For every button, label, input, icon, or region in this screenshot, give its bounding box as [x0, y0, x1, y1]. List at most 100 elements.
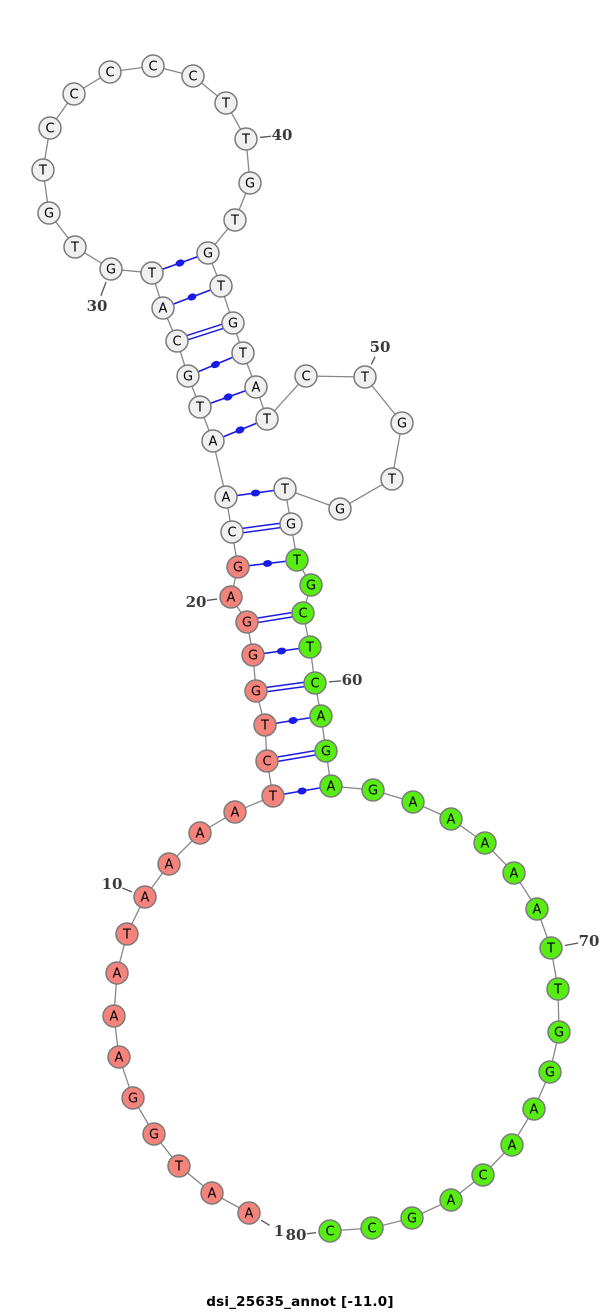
position-number-label: 30: [87, 297, 108, 315]
nucleotide-base-letter: C: [148, 60, 157, 75]
nucleotide-base-letter: A: [208, 1187, 217, 1202]
nucleotide-circle: [522, 1097, 546, 1121]
nucleotide-circle: [244, 375, 268, 399]
position-number-label: 70: [579, 932, 600, 950]
nucleotide-base-letter: A: [447, 813, 456, 828]
nucleotide-circle: [38, 116, 62, 140]
nucleotide-circle: [401, 790, 425, 814]
nucleotide-base-letter: C: [188, 70, 197, 85]
nucleotide-base-letter: G: [233, 561, 243, 576]
nucleotide-base-letter: T: [122, 928, 131, 943]
position-number-label: 80: [286, 1226, 307, 1244]
nucleotide-circle: [380, 467, 404, 491]
nucleotide-circle: [318, 1219, 342, 1243]
nucleotide-base-letter: G: [286, 518, 296, 533]
nucleotide-circle: [500, 1133, 524, 1157]
nucleotide-circle: [181, 64, 205, 88]
nucleotide-base-letter: G: [368, 784, 378, 799]
nucleotide-base-letter: T: [221, 97, 230, 112]
nucleotide-base-letter: G: [321, 745, 331, 760]
nucleotide-circle: [99, 257, 123, 281]
nucleotide-base-letter: C: [172, 335, 181, 350]
position-tick: [121, 887, 133, 893]
nucleotide-circle: [151, 296, 175, 320]
nucleotide-circle: [176, 364, 200, 388]
nucleotide-circle: [157, 852, 181, 876]
nucleotide-base-letter: G: [228, 317, 238, 332]
nucleotide-base-letter: G: [183, 370, 193, 385]
position-tick: [260, 1219, 270, 1226]
nucleotide-base-letter: A: [245, 1207, 254, 1222]
nucleotide-base-letter: G: [397, 417, 407, 432]
nucleotide-circle: [141, 54, 165, 78]
nucleotide-base-letter: G: [545, 1066, 555, 1081]
nucleotide-base-letter: G: [335, 503, 345, 518]
nucleotide-circle: [223, 800, 247, 824]
nucleotide-circle: [107, 1045, 131, 1069]
nucleotide-base-letter: A: [317, 710, 326, 725]
nucleotide-circle: [319, 774, 343, 798]
nucleotide-base-letter: A: [159, 302, 168, 317]
pair-dot: [297, 787, 307, 795]
nucleotide-circle: [105, 961, 129, 985]
position-number-label: 20: [186, 593, 207, 611]
nucleotide-circle: [237, 1201, 261, 1225]
position-number-label: 40: [272, 126, 293, 144]
nucleotide-base-letter: G: [248, 649, 258, 664]
nucleotide-circle: [133, 885, 157, 909]
position-number-label: 50: [370, 338, 391, 356]
nucleotide-circle: [102, 1004, 126, 1028]
nucleotide-base-letter: T: [174, 1160, 183, 1175]
nucleotide-base-letter: A: [508, 1139, 517, 1154]
nucleotide-base-letter: A: [252, 381, 261, 396]
nucleotide-base-letter: C: [310, 677, 319, 692]
pair-dot: [175, 259, 185, 267]
pair-dot: [211, 360, 220, 369]
position-tick: [306, 1231, 317, 1235]
nucleotide-circle: [279, 512, 303, 536]
nucleotide-circle: [294, 364, 318, 388]
nucleotide-base-letter: T: [260, 719, 269, 734]
nucleotide-circle: [201, 429, 225, 453]
nucleotide-base-letter: A: [510, 867, 519, 882]
nucleotide-base-letter: T: [546, 942, 555, 957]
position-tick: [370, 356, 376, 365]
nucleotide-base-letter: G: [203, 247, 213, 262]
nucleotide-base-letter: T: [387, 473, 396, 488]
nucleotide-circle: [328, 497, 352, 521]
nucleotide-circle: [361, 778, 385, 802]
nucleotide-circle: [538, 1060, 562, 1084]
position-tick: [259, 135, 272, 139]
nucleotide-circle: [255, 749, 279, 773]
nucleotide-base-letter: C: [262, 755, 271, 770]
pair-dot: [235, 426, 245, 434]
nucleotide-base-letter: G: [44, 207, 54, 222]
nucleotide-circle: [37, 201, 61, 225]
pair-dot: [250, 489, 261, 497]
nucleotide-base-letter: C: [478, 1169, 487, 1184]
nucleotide-circle: [142, 1122, 166, 1146]
nucleotide-circle: [303, 671, 327, 695]
nucleotide-base-letter: A: [141, 891, 150, 906]
nucleotide-base-letter: G: [242, 616, 252, 631]
nucleotide-base-letter: G: [251, 685, 261, 700]
nucleotide-circle: [121, 1086, 145, 1110]
nucleotide-base-letter: G: [149, 1128, 159, 1143]
pair-dot: [276, 647, 287, 655]
nucleotide-circle: [231, 341, 255, 365]
nucleotide-base-letter: C: [301, 370, 310, 385]
nucleotide-circle: [219, 585, 243, 609]
nucleotide-base-letter: T: [38, 164, 47, 179]
nucleotide-base-letter: A: [196, 827, 205, 842]
nucleotide-circle: [471, 1163, 495, 1187]
nucleotide-base-letter: T: [147, 267, 156, 282]
nucleotide-base-letter: G: [554, 1026, 564, 1041]
nucleotide-circle: [546, 977, 570, 1001]
nucleotide-base-letter: T: [360, 371, 369, 386]
nucleotide-base-letter: T: [268, 790, 277, 805]
nucleotide-base-letter: T: [262, 413, 271, 428]
nucleotide-circle: [502, 861, 526, 885]
pair-dot: [187, 293, 197, 301]
nucleotide-circle: [226, 555, 250, 579]
nucleotide-base-letter: A: [481, 837, 490, 852]
